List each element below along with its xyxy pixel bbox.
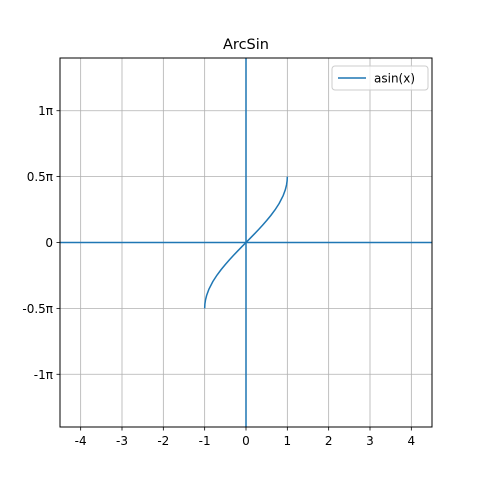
y-tick-label: -1π: [34, 368, 53, 382]
y-ticks: -1π -0.5π 0 0.5π 1π: [22, 104, 60, 382]
x-tick-label: -1: [199, 434, 211, 448]
x-tick-label: 0: [242, 434, 250, 448]
y-tick-label: 0: [45, 236, 53, 250]
legend-box: [331, 65, 429, 91]
legend-label: asin(x): [374, 72, 415, 86]
x-tick-label: 3: [366, 434, 374, 448]
x-tick-label: -2: [157, 434, 169, 448]
x-tick-label: 4: [408, 434, 416, 448]
x-tick-label: 2: [325, 434, 333, 448]
x-tick-label: 1: [284, 434, 292, 448]
legend: asin(x): [331, 65, 429, 91]
y-tick-label: -0.5π: [22, 302, 53, 316]
series-line-0: [203, 176, 289, 309]
series-layer: [203, 176, 289, 309]
chart-title: ArcSin: [223, 37, 269, 53]
y-tick-label: 1π: [38, 104, 53, 118]
x-ticks: -4 -3 -2 -1 0 1 2 3 4: [75, 427, 415, 448]
y-tick-label: 0.5π: [27, 170, 53, 184]
x-tick-label: -3: [116, 434, 128, 448]
x-tick-label: -4: [75, 434, 87, 448]
